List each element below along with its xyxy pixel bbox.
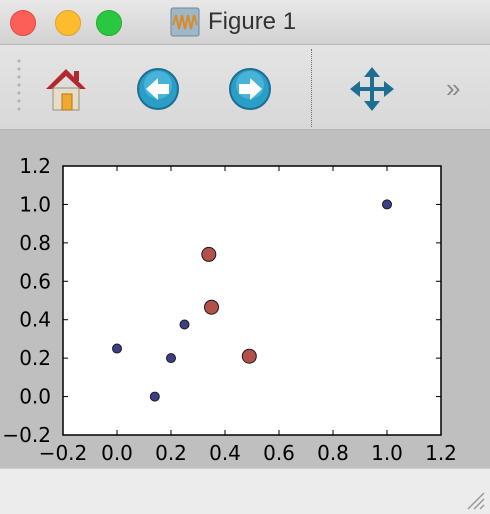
x-tick-label: 0.0 [101,441,133,465]
y-tick-label: 0.0 [19,385,51,409]
y-tick-label: −0.2 [2,423,51,447]
y-tick-label: 0.6 [19,269,51,293]
data-point [166,353,176,364]
scatter-plot: −0.2 0.0 0.2 0.4 0.6 0.8 1.0 1.2 −0.2 0.0 0.2 0.4 0… [2,154,457,465]
forward-arrow-icon[interactable] [226,65,274,113]
status-bar [0,468,490,514]
data-point [201,246,217,262]
y-tick-label: 0.4 [19,308,51,332]
tick-marks [62,165,442,436]
y-tick-label: 0.8 [19,231,51,255]
x-tick-label: 1.0 [371,441,403,465]
window-title-group: Figure 1 [170,6,296,38]
pan-move-icon[interactable] [348,65,396,113]
back-arrow-icon[interactable] [134,65,182,113]
figure-icon [170,7,200,37]
window-title: Figure 1 [208,8,297,35]
data-point [241,348,257,364]
x-tick-label: 0.8 [317,441,349,465]
data-point [382,199,392,210]
x-tick-label: −0.2 [39,441,88,465]
y-tick-label: 0.2 [19,346,51,370]
title-bar[interactable]: Figure 1 [0,0,490,45]
y-tick-label: 1.2 [19,154,51,178]
resize-grip-icon[interactable] [462,487,486,511]
x-tick-label: 0.2 [155,441,187,465]
home-icon[interactable] [42,65,90,113]
toolbar-overflow-button[interactable]: » [446,73,461,103]
figure-canvas[interactable]: −0.2 0.0 0.2 0.4 0.6 0.8 1.0 1.2 −0.2 0.0 0.2 0.4 0… [0,130,490,468]
x-tick-labels: −0.2 0.0 0.2 0.4 0.6 0.8 1.0 1.2 [39,441,457,465]
data-point [149,391,160,402]
data-point [179,319,190,330]
data-point [112,343,122,354]
navigation-toolbar: » [0,45,490,130]
toolbar-grip-icon[interactable] [15,57,23,117]
zoom-button[interactable] [96,10,122,36]
close-button[interactable] [10,10,36,36]
data-points [112,199,392,402]
data-point [204,299,219,315]
axes-frame [62,165,442,436]
toolbar-separator [311,49,312,127]
minimize-button[interactable] [55,10,81,36]
y-tick-label: 1.0 [19,192,51,216]
x-tick-label: 1.2 [425,441,457,465]
y-tick-labels: −0.2 0.0 0.2 0.4 0.6 0.8 1.0 1.2 [2,154,51,447]
x-tick-label: 0.6 [263,441,295,465]
x-tick-label: 0.4 [209,441,241,465]
